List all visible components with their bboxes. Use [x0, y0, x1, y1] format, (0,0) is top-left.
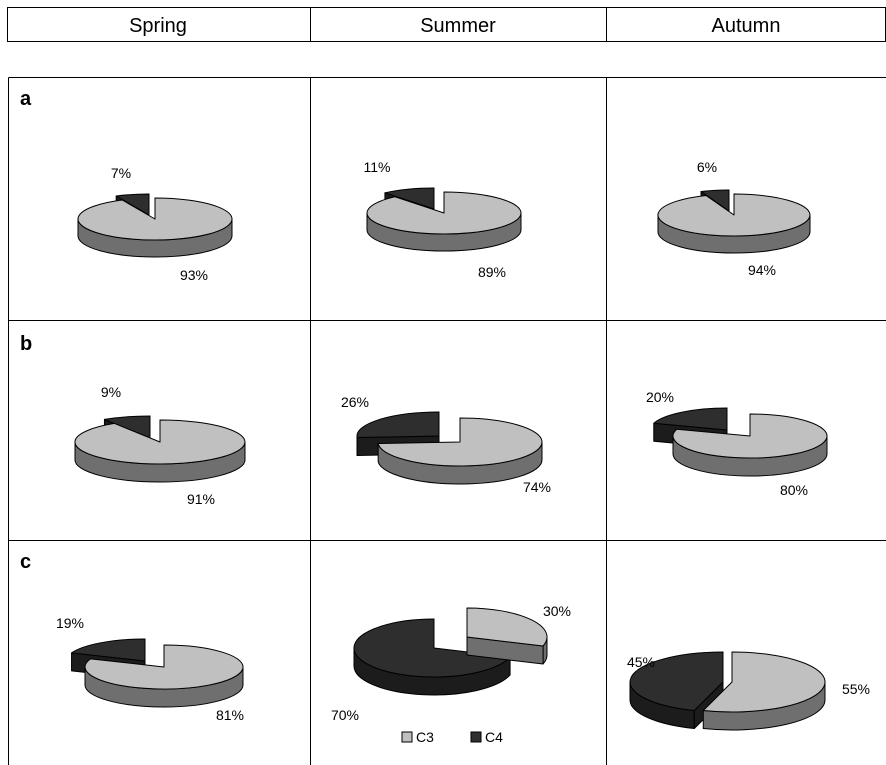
pie-b-spring: 91% 9%	[74, 384, 246, 507]
row-labels: a b c	[20, 88, 32, 573]
pie-slice-c3	[672, 413, 828, 477]
pie-a-summer: 89% 11%	[364, 159, 522, 280]
table-frame	[7, 7, 886, 765]
data-label-c4: 45%	[627, 654, 655, 670]
legend-swatch-c4	[470, 731, 482, 743]
data-label-c4: 20%	[646, 389, 674, 405]
data-label-c4: 11%	[364, 159, 391, 175]
legend-swatch-c3	[401, 731, 413, 743]
data-label-c3: 93%	[180, 267, 208, 283]
pie-slice-c3	[77, 197, 233, 258]
pie-c-spring: 81% 19%	[56, 615, 244, 723]
pie-slice-c3	[74, 419, 246, 483]
pie-slice-c4	[353, 618, 511, 696]
pie-slice-c3	[84, 644, 244, 708]
pie-b-summer: 74% 26%	[341, 394, 551, 495]
row-label-a: a	[20, 88, 32, 110]
data-label-c3: 74%	[523, 479, 551, 495]
header-summer: Summer	[420, 15, 496, 37]
row-label-c: c	[20, 551, 31, 573]
data-label-c3: 55%	[842, 681, 870, 697]
season-headers: Spring Summer Autumn	[129, 15, 780, 37]
pies: 93% 7% 89% 11% 94% 6% 91% 9% 74% 26% 80% 20% 81% 19% 3…	[56, 159, 870, 731]
legend-label-c3: C3	[416, 729, 434, 745]
data-label-c4: 9%	[101, 384, 121, 400]
data-label-c4: 19%	[56, 615, 84, 631]
pie-slice-c3	[377, 417, 543, 485]
legend-label-c4: C4	[485, 729, 503, 745]
data-label-c4: 70%	[331, 707, 359, 723]
row-label-b: b	[20, 333, 32, 355]
data-label-c3: 94%	[748, 262, 776, 278]
legend: C3 C4	[401, 729, 503, 745]
data-label-c3: 80%	[780, 482, 808, 498]
data-label-c4: 7%	[111, 165, 131, 181]
pie-slice-c3	[657, 193, 811, 254]
pie-a-autumn: 94% 6%	[657, 159, 811, 278]
data-label-c4: 26%	[341, 394, 369, 410]
header-autumn: Autumn	[712, 15, 781, 37]
data-label-c3: 89%	[478, 264, 506, 280]
pie-a-spring: 93% 7%	[77, 165, 233, 283]
pie-slice-c3	[466, 607, 548, 665]
header-spring: Spring	[129, 15, 187, 37]
pie-c-autumn: 55% 45%	[627, 651, 870, 731]
data-label-c3: 91%	[187, 491, 215, 507]
pie-slice-c3	[702, 651, 826, 731]
pie-b-autumn: 80% 20%	[646, 389, 828, 498]
data-label-c4: 6%	[697, 159, 717, 175]
pie-c-summer: 30% 70%	[331, 603, 571, 723]
data-label-c3: 81%	[216, 707, 244, 723]
data-label-c3: 30%	[543, 603, 571, 619]
pie-slice-c3	[366, 191, 522, 252]
